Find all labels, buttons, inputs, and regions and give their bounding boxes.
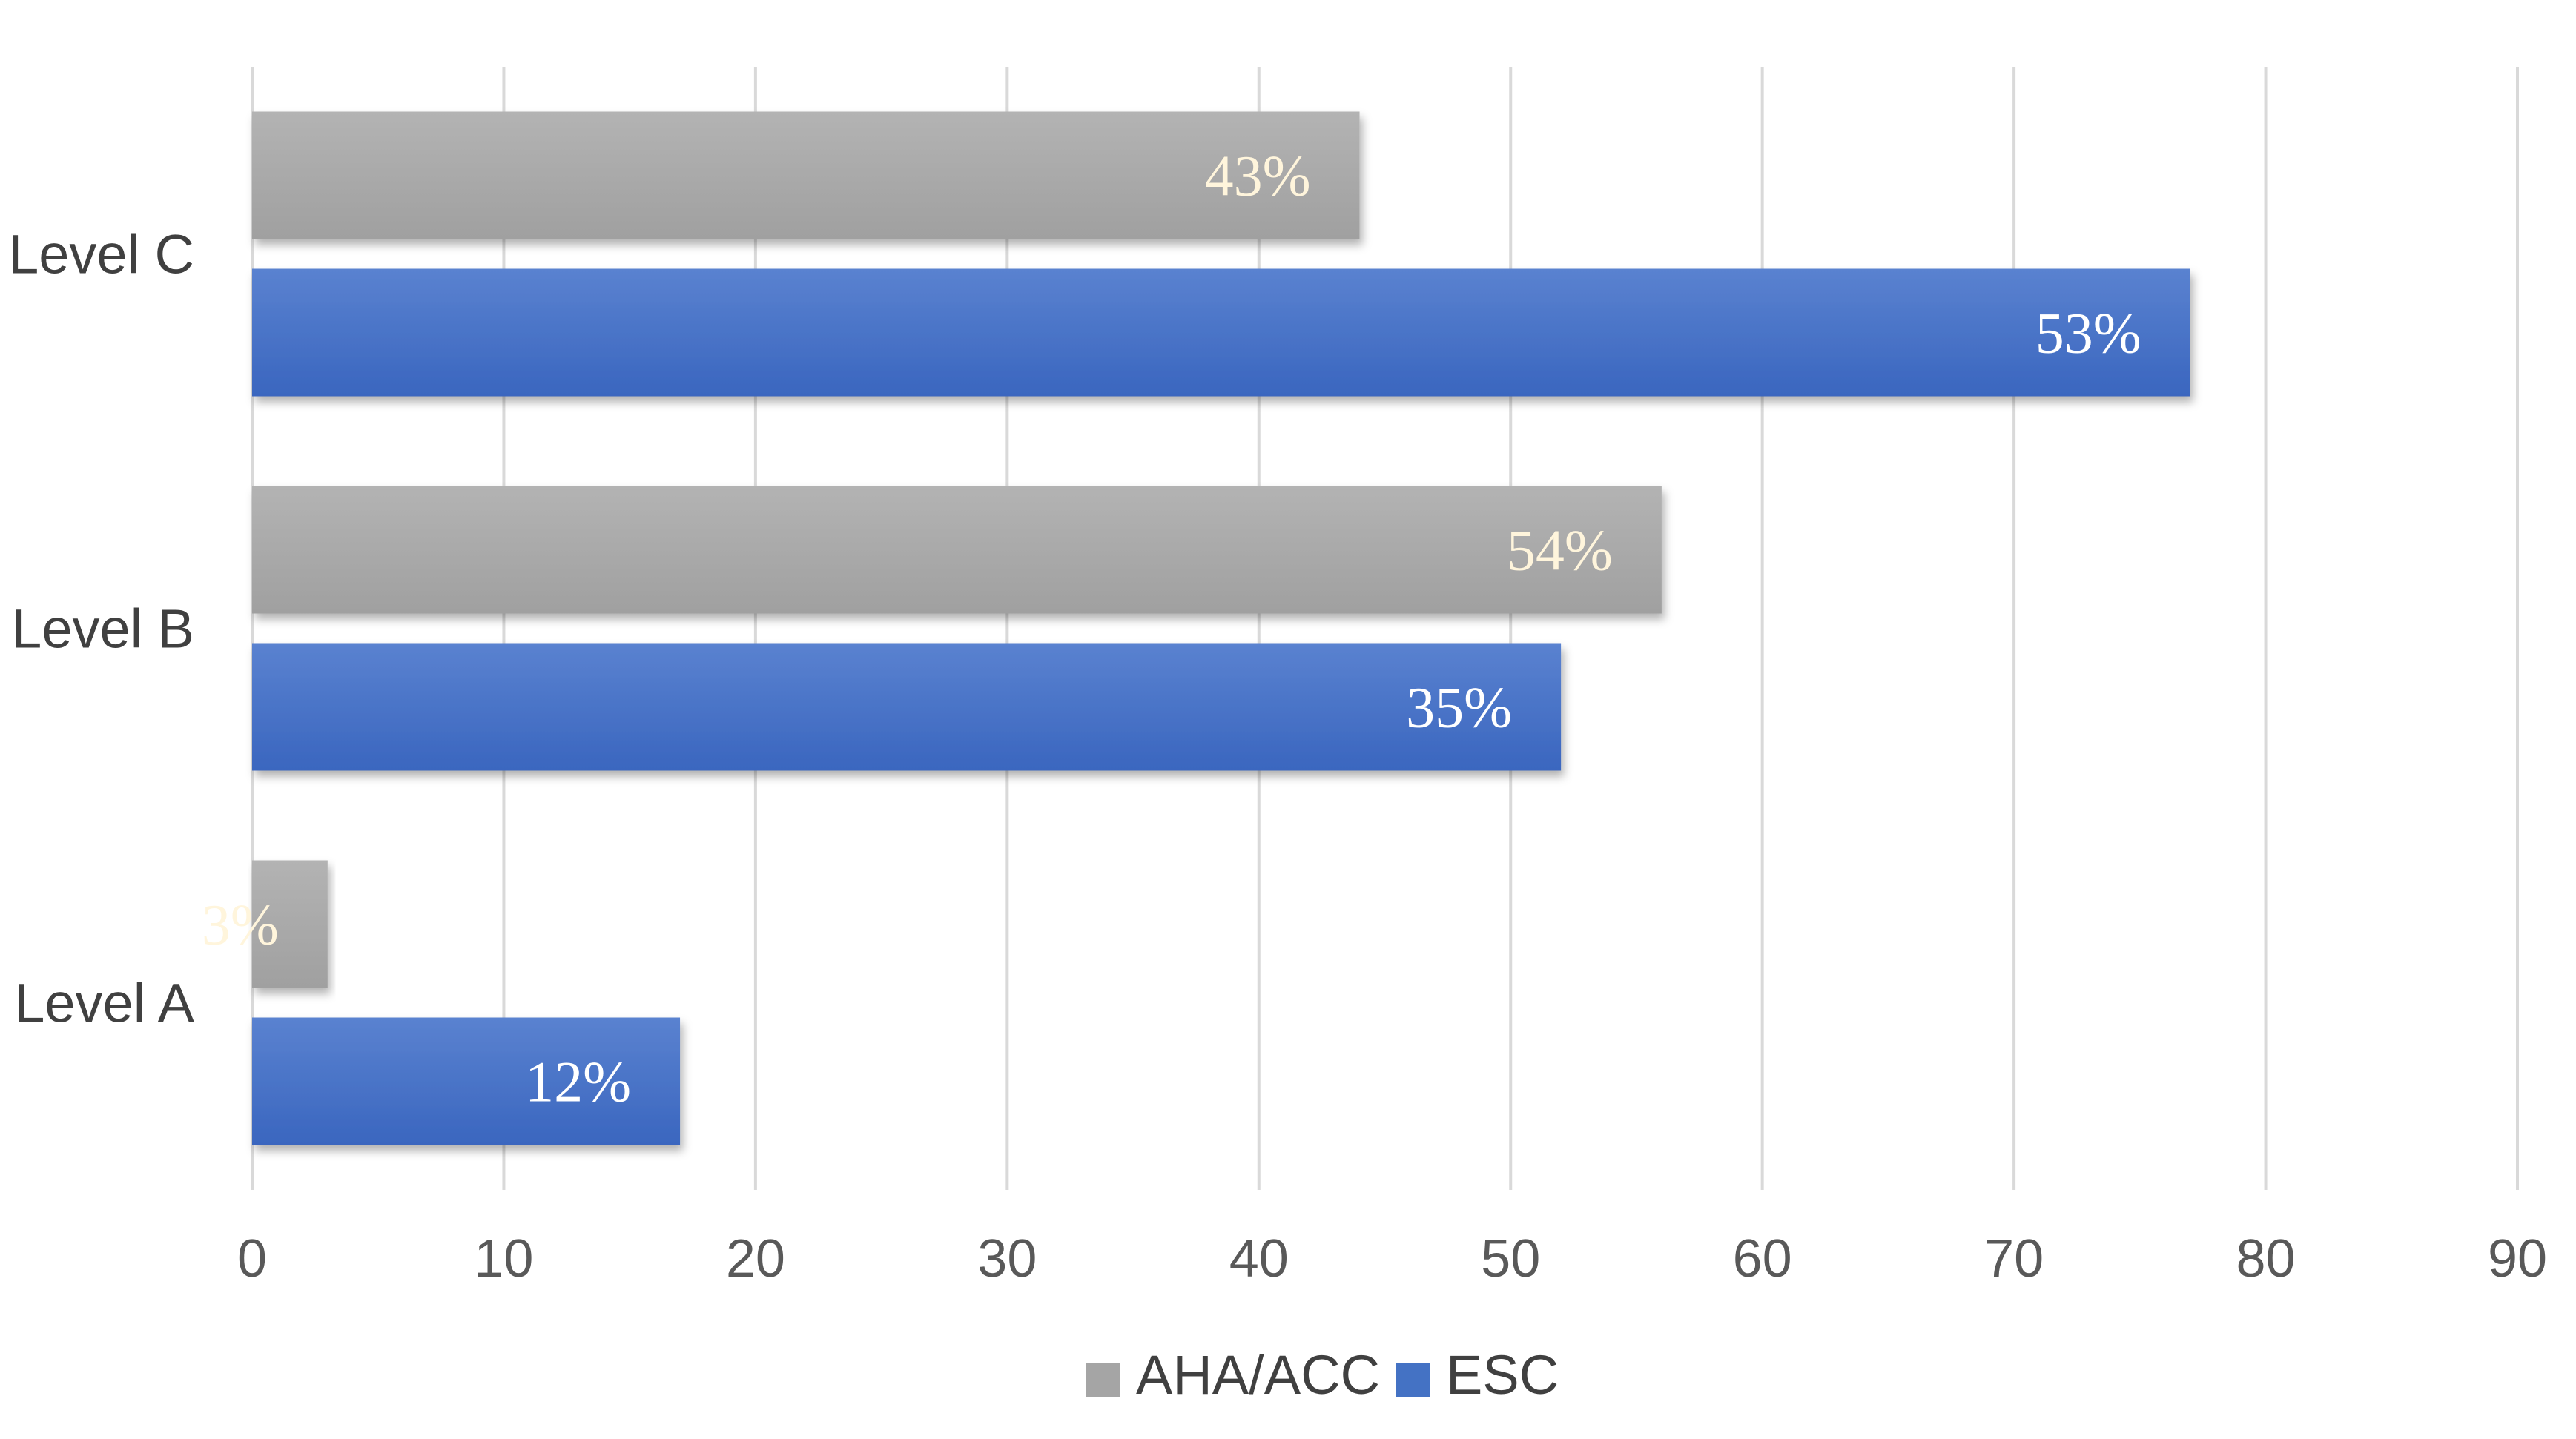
category-label-level-b: Level B (11, 598, 194, 660)
bars (252, 111, 2190, 1145)
x-tick-label-50: 50 (1481, 1229, 1540, 1289)
x-tick-label-40: 40 (1229, 1229, 1289, 1289)
data-label-aha-acc-level-c: 43% (1205, 144, 1311, 208)
bar-aha-acc-level-a (252, 860, 328, 988)
legend-swatch-aha-acc (1086, 1363, 1120, 1397)
x-tick-label-90: 90 (2488, 1229, 2547, 1289)
x-tick-label-70: 70 (1984, 1229, 2044, 1289)
legend-label-aha-acc: AHA/ACC (1136, 1344, 1380, 1406)
data-label-esc-level-b: 35% (1406, 675, 1512, 740)
legend: AHA/ACC ESC (1086, 1344, 1559, 1406)
bar-aha-acc-level-c (252, 111, 1360, 239)
x-tick-label-0: 0 (237, 1229, 267, 1289)
category-label-level-c: Level C (8, 224, 194, 285)
bar-esc-level-b (252, 643, 1562, 771)
bar-esc-level-c (252, 268, 2190, 397)
x-tick-label-30: 30 (977, 1229, 1037, 1289)
data-label-aha-acc-level-b: 54% (1507, 518, 1613, 583)
x-tick-label-20: 20 (726, 1229, 785, 1289)
data-label-esc-level-c: 53% (2035, 301, 2141, 365)
x-tick-label-10: 10 (474, 1229, 533, 1289)
data-labels: 43% 53% 54% 35% 3% 12% (202, 144, 2141, 1114)
bar-aha-acc-level-b (252, 486, 1662, 614)
category-label-level-a: Level A (14, 973, 194, 1034)
data-label-esc-level-a: 12% (525, 1050, 631, 1114)
data-label-aha-acc-level-a: 3% (202, 893, 279, 957)
x-tick-label-60: 60 (1733, 1229, 1792, 1289)
gridlines (251, 67, 2519, 1190)
bar-esc-level-a (252, 1017, 681, 1145)
x-tick-label-80: 80 (2236, 1229, 2296, 1289)
legend-swatch-esc (1396, 1363, 1430, 1397)
axes: 0 10 20 30 40 50 60 70 80 90 Level C Level B Level A (8, 224, 2547, 1289)
legend-label-esc: ESC (1446, 1344, 1559, 1406)
